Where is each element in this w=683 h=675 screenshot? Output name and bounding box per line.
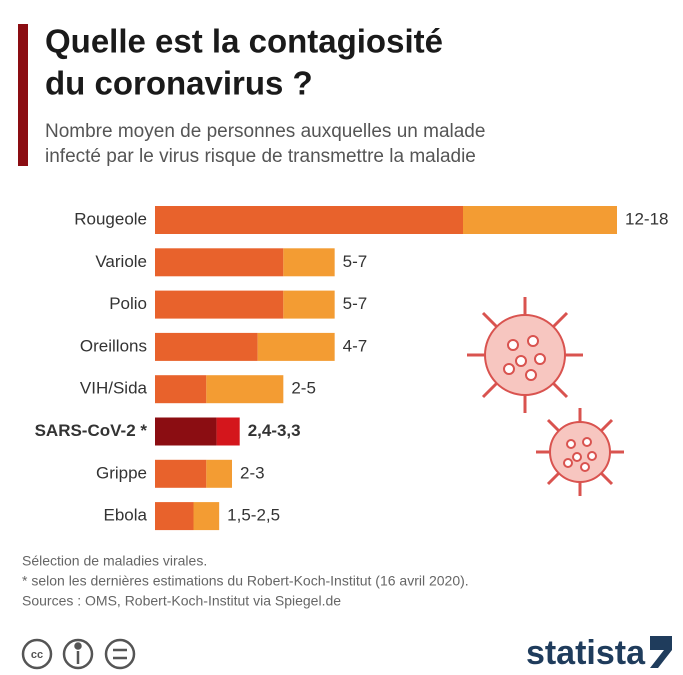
footnote: Sources : OMS, Robert-Koch-Institut via … [22,593,341,609]
chart-title: Quelle est la contagiosité [45,23,443,60]
value-label: 5-7 [343,294,368,313]
chart-subtitle: Nombre moyen de personnes auxquelles un … [45,121,485,142]
bar-low [155,375,207,404]
bar-range [206,375,284,404]
value-label: 4-7 [343,336,368,355]
category-label: Grippe [96,463,147,482]
bar-low [155,417,217,446]
value-label: 2-5 [291,379,316,398]
bar-low [155,206,463,234]
category-label: Variole [95,252,147,271]
brand-icon [650,636,672,668]
category-label: VIH/Sida [80,379,148,398]
bar-range [283,248,335,277]
category-label: Ebola [104,506,148,525]
value-label: 2-3 [240,463,265,482]
value-label: 1,5-2,5 [227,506,280,525]
chart-subtitle: infecté par le virus risque de transmett… [45,146,476,167]
bar-range [206,459,232,488]
virus-decoration [467,297,624,496]
brand: statista [526,634,646,672]
bar-low [155,459,207,488]
bar-low [155,290,284,319]
bar-range [463,206,617,234]
bar-range [193,502,220,531]
bar-range [283,290,335,319]
category-label: Oreillons [80,336,147,355]
value-label: 2,4-3,3 [248,421,301,440]
bar-range [257,332,335,361]
bar-range [216,417,240,446]
footnote: * selon les dernières estimations du Rob… [22,573,469,589]
value-label: 5-7 [343,252,368,271]
accent-bar [18,24,28,166]
category-label: SARS-CoV-2 * [35,421,148,440]
chart-title: du coronavirus ? [45,65,313,102]
value-label: 12-18 [625,209,668,228]
category-label: Rougeole [74,209,147,228]
cc-text: cc [31,649,43,661]
bar-low [155,502,194,531]
footnote: Sélection de maladies virales. [22,553,207,569]
cc-icons [21,638,136,670]
category-label: Polio [109,294,147,313]
bar-low [155,332,258,361]
bar-low [155,248,284,277]
